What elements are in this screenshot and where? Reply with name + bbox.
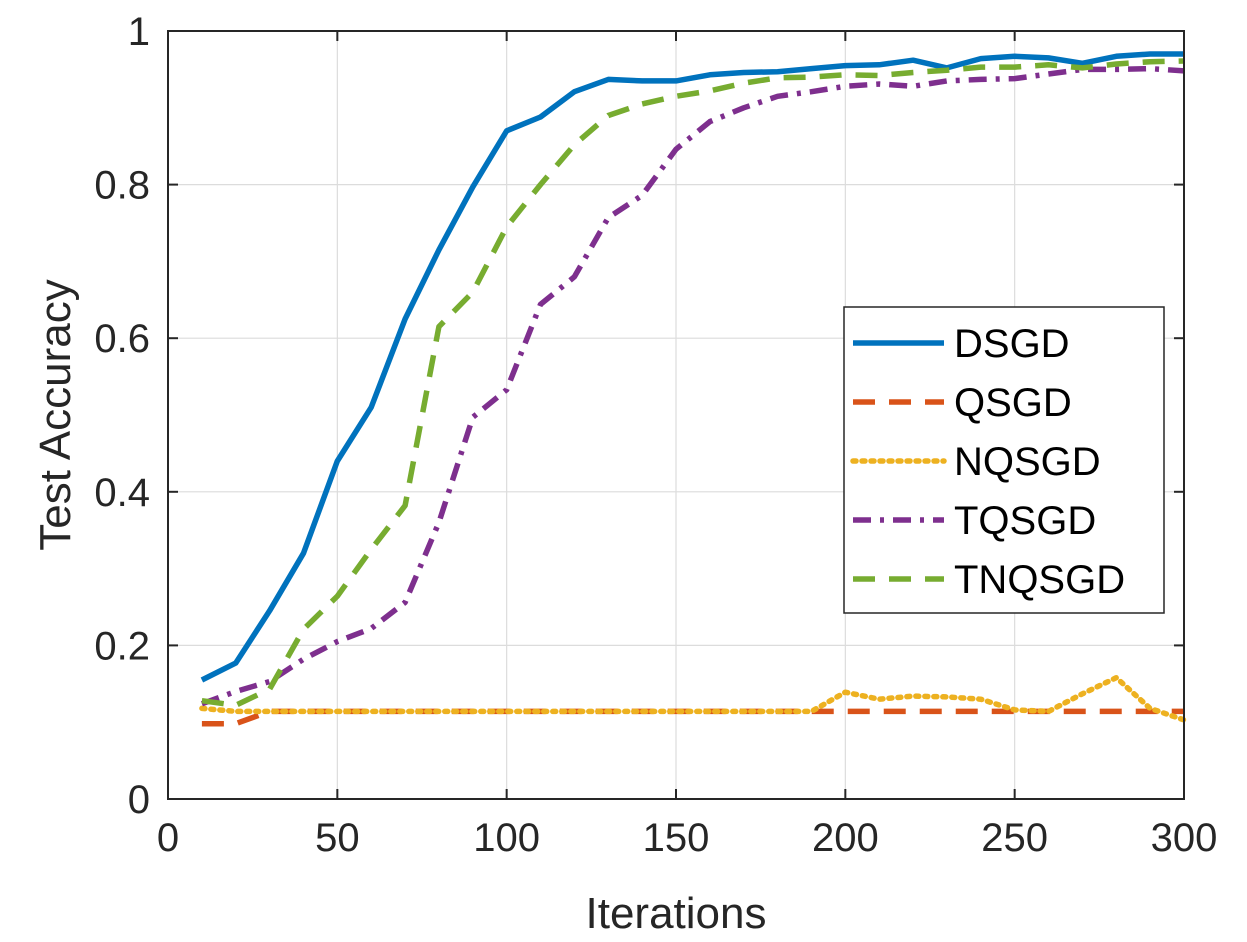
legend-label-tqsgd: TQSGD (954, 499, 1096, 543)
tick-labels: 0 50 100 150 200 250 300 0 0.2 0.4 0.6 0.8 1 (94, 10, 1217, 860)
x-tick-label: 50 (315, 816, 360, 860)
series-line-nqsgd (199, 674, 1187, 723)
legend-label-qsgd: QSGD (954, 381, 1072, 425)
y-tick-label: 1 (128, 10, 150, 54)
y-tick-label: 0.2 (94, 624, 150, 668)
x-axis-label: Iterations (586, 889, 767, 938)
plot-series (199, 51, 1187, 727)
legend-label-dsgd: DSGD (954, 322, 1070, 366)
series-line-tnqsgd (201, 58, 1185, 709)
y-tick-label: 0.8 (94, 164, 150, 208)
x-tick-label: 200 (812, 816, 879, 860)
x-tick-label: 250 (981, 816, 1048, 860)
series-line-tqsgd (200, 65, 1185, 707)
x-tick-label: 100 (473, 816, 540, 860)
legend-label-tnqsgd: TNQSGD (954, 558, 1125, 602)
x-tick-label: 0 (157, 816, 179, 860)
y-tick-label: 0.4 (94, 471, 150, 515)
axis-ticks (167, 30, 1185, 800)
x-tick-label: 150 (643, 816, 710, 860)
legend: DSGD QSGD NQSGD TQSGD TNQSGD (843, 306, 1165, 614)
x-tick-label: 300 (1151, 816, 1218, 860)
y-tick-label: 0 (128, 778, 150, 822)
y-axis-label: Test Accuracy (31, 279, 80, 550)
series-line-dsgd (200, 51, 1184, 683)
y-tick-label: 0.6 (94, 317, 150, 361)
legend-label-nqsgd: NQSGD (954, 440, 1101, 484)
